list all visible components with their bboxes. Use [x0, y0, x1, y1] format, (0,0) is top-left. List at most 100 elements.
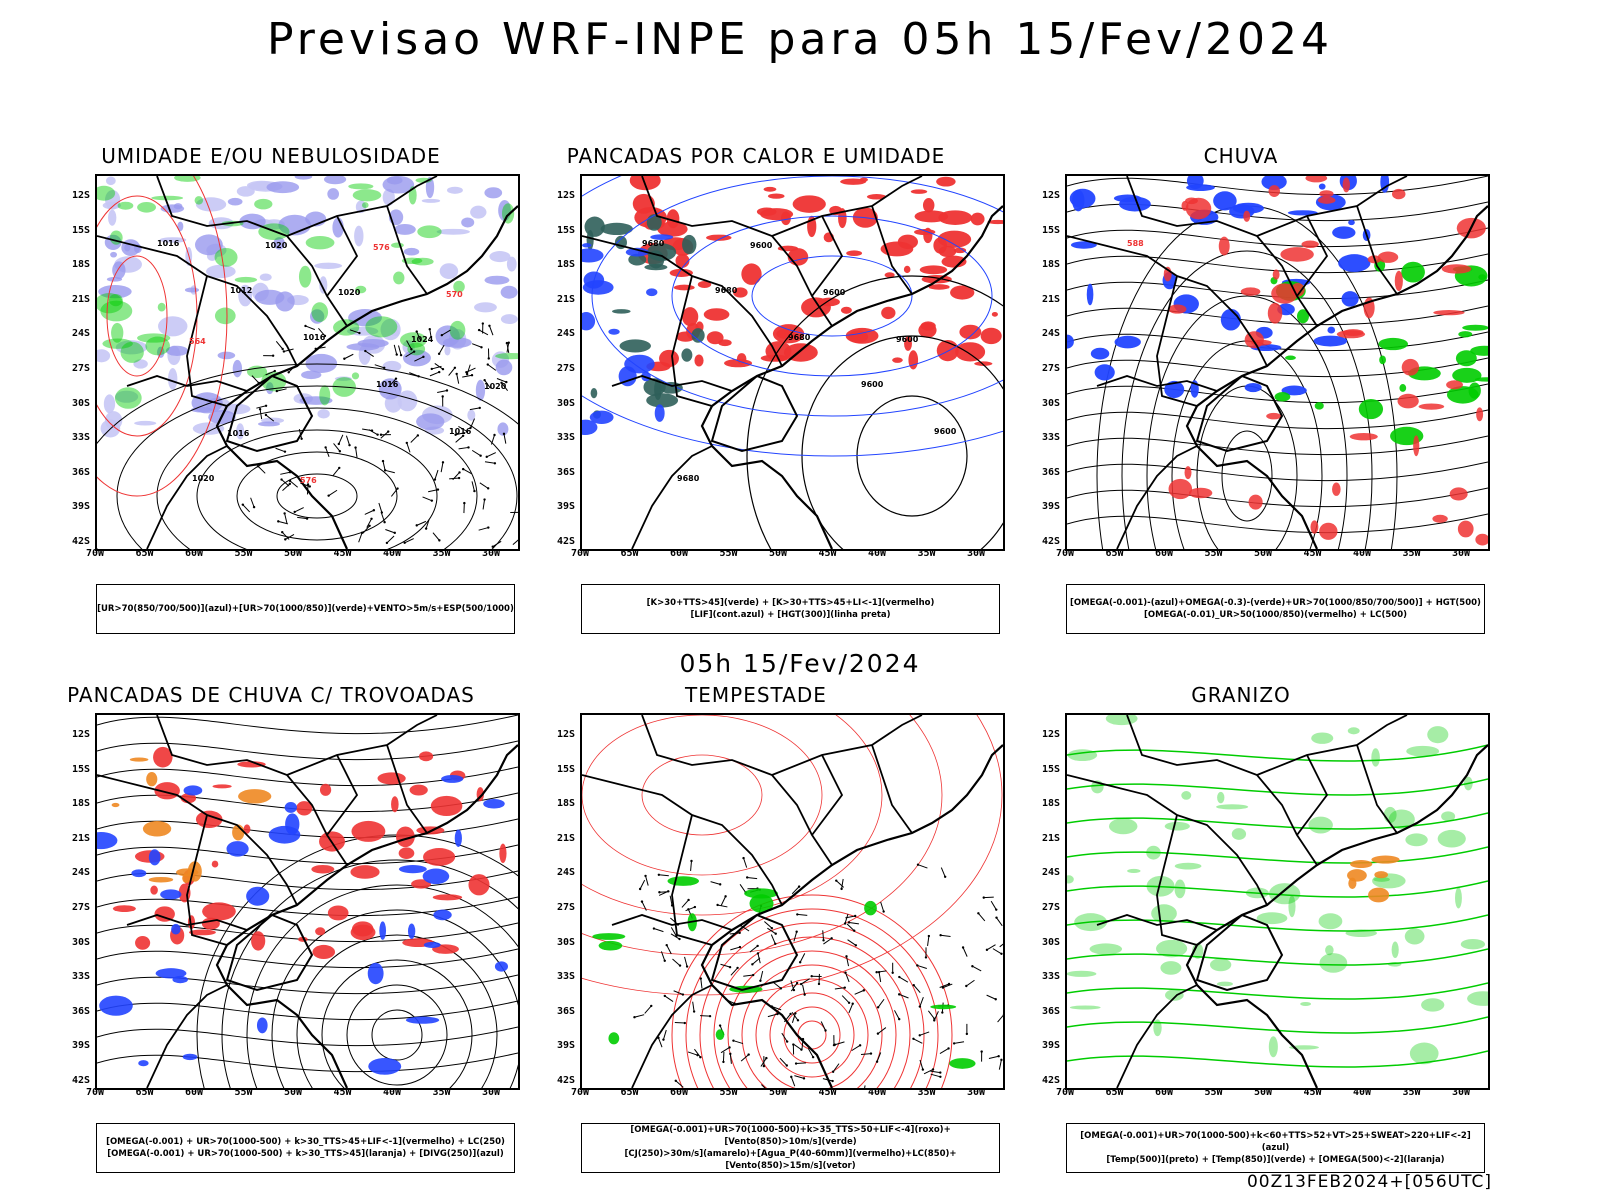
lat-tick-label: 27S	[557, 363, 576, 374]
contour-label: 1012	[230, 286, 252, 295]
wind-vector	[894, 1010, 900, 1020]
wind-vector-head	[918, 1034, 921, 1037]
wind-vector	[860, 1053, 872, 1056]
shaded-area	[840, 178, 867, 185]
contour-label: 1016	[376, 380, 399, 389]
wind-vector	[917, 964, 927, 970]
shaded-area	[880, 241, 914, 257]
contour-line	[1146, 295, 1348, 549]
wind-vector	[404, 538, 414, 544]
streamline	[97, 740, 518, 761]
lon-tick-label: 45W	[818, 548, 837, 559]
wind-vector-head	[282, 350, 286, 353]
wind-vector	[332, 467, 340, 477]
shaded-area	[211, 860, 219, 868]
lat-tick-label: 39S	[72, 501, 91, 513]
shaded-area	[398, 847, 415, 860]
map-frame	[580, 713, 1005, 1090]
wind-vector-head	[718, 883, 722, 886]
shaded-area	[625, 247, 649, 257]
wind-vector-head	[687, 908, 690, 911]
wind-vector-head	[952, 1042, 956, 1045]
shaded-area	[1413, 435, 1420, 457]
wind-vector-head	[470, 374, 474, 377]
lon-tick-label: 65W	[135, 1087, 154, 1098]
wind-vector	[919, 1059, 924, 1070]
wind-vector	[462, 468, 473, 475]
lat-tick-label: 24S	[1042, 328, 1061, 340]
lon-tick-label: 60W	[1155, 548, 1174, 559]
wind-vector-head	[931, 1068, 935, 1071]
country-border	[271, 365, 298, 377]
shaded-area	[903, 265, 911, 274]
wind-vector-head	[811, 1055, 815, 1059]
lon-tick-label: 70W	[1056, 1087, 1075, 1098]
shaded-area	[1268, 185, 1280, 197]
contour-line	[1067, 812, 1488, 830]
map-canvas: 9680 9680 9680 9600 9600 9680 9600 9600 9600	[582, 176, 1003, 549]
shaded-area	[1256, 912, 1288, 925]
shaded-area	[246, 886, 270, 906]
shaded-area	[1371, 855, 1400, 864]
wind-vector	[749, 945, 758, 953]
map-canvas: 588	[1067, 176, 1488, 549]
wind-vector	[349, 329, 360, 334]
shaded-area	[317, 409, 330, 419]
shaded-area	[165, 345, 189, 356]
shaded-area	[756, 207, 777, 217]
shaded-area	[98, 285, 132, 299]
contour-label: 9680	[788, 333, 811, 342]
wind-vector-head	[463, 501, 466, 505]
shaded-area	[206, 264, 236, 279]
wind-vector-head	[977, 912, 980, 915]
contour-line	[1067, 778, 1488, 796]
wind-vector	[790, 982, 798, 992]
wind-vector-head	[941, 986, 945, 989]
shaded-area	[171, 923, 181, 935]
wind-vector-head	[795, 981, 799, 985]
shaded-area	[647, 243, 677, 262]
contour-label: 1020	[484, 382, 507, 391]
lat-tick-label: 15S	[72, 224, 91, 236]
shaded-area	[97, 349, 111, 363]
shaded-area	[327, 188, 340, 200]
contour-label: 9680	[677, 474, 700, 483]
wind-vector	[382, 460, 386, 471]
shaded-area	[194, 234, 223, 256]
wind-vector	[799, 953, 806, 963]
wind-vector-head	[681, 993, 685, 996]
wind-vector	[793, 931, 798, 942]
wind-vector	[791, 886, 800, 895]
wind-vector-head	[722, 1060, 725, 1064]
shaded-area	[148, 876, 174, 883]
shaded-area	[1308, 816, 1333, 834]
wind-vector-head	[939, 934, 942, 937]
wind-vector	[720, 1047, 730, 1054]
lat-tick-label: 21S	[1042, 832, 1061, 844]
country-border	[582, 774, 783, 906]
shaded-area	[1217, 791, 1225, 804]
lat-tick-label: 15S	[72, 763, 91, 775]
shaded-area	[214, 247, 238, 267]
lat-tick-label: 36S	[557, 466, 576, 478]
shaded-area	[195, 197, 227, 212]
streamline	[1067, 227, 1488, 248]
wind-vector	[390, 488, 398, 497]
wind-vector	[405, 351, 415, 358]
shaded-area	[454, 829, 462, 847]
shaded-area	[1441, 264, 1472, 274]
country-border	[710, 913, 799, 992]
lon-tick-label: 60W	[1155, 1087, 1174, 1098]
wind-vector-head	[264, 404, 268, 407]
shaded-area	[987, 219, 1003, 225]
shaded-area	[928, 284, 950, 290]
wind-vector	[694, 1048, 701, 1058]
wind-vector-head	[453, 366, 457, 369]
shaded-area	[177, 221, 184, 232]
lon-tick-label: 50W	[1254, 1087, 1273, 1098]
lon-tick-label: 70W	[1056, 548, 1075, 559]
shaded-area	[1300, 1001, 1312, 1006]
country-border	[1256, 715, 1408, 776]
shaded-area	[1160, 961, 1182, 975]
wind-vector-head	[300, 437, 303, 440]
